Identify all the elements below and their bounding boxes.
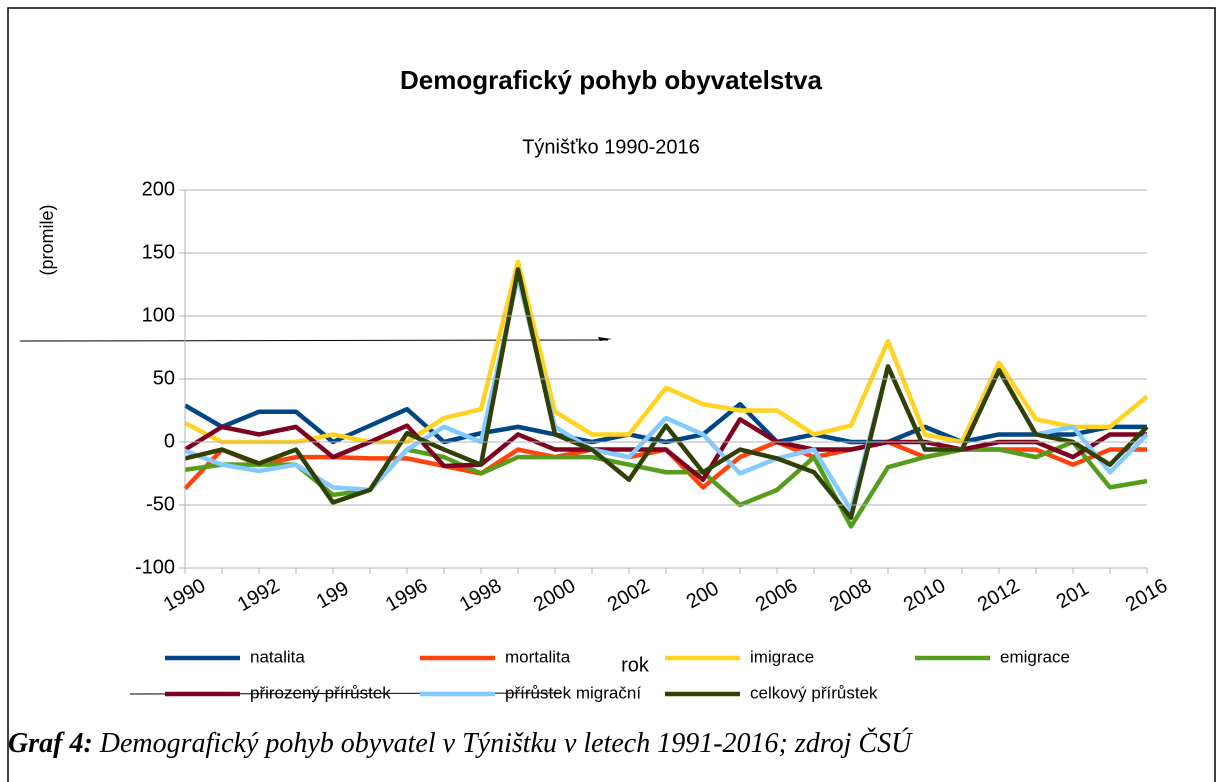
- x-tick-label: 2012: [974, 575, 1024, 616]
- series-line: [184, 274, 1149, 513]
- x-tick-label: 1998: [456, 575, 506, 616]
- x-tick-label: 2010: [900, 575, 950, 616]
- chart-subtitle: Týnišťko 1990-2016: [522, 136, 700, 158]
- x-tick-label: 2008: [826, 575, 876, 616]
- y-tick-label: 100: [142, 304, 175, 326]
- caption-text: Demografický pohyb obyvatel v Týništku v…: [99, 728, 912, 759]
- x-axis-label: rok: [621, 654, 650, 676]
- y-axis-label: (promile): [37, 204, 57, 275]
- y-tick-label: 50: [153, 367, 175, 389]
- x-tick-label: 1996: [382, 575, 432, 616]
- x-tick-label: 2000: [530, 575, 580, 616]
- series-line: [184, 267, 1149, 520]
- caption-label: Graf 4:: [8, 728, 93, 759]
- series-line: [184, 439, 1148, 529]
- frame: [7, 7, 1216, 782]
- legend-label: emigrace: [1000, 647, 1070, 666]
- caption: Graf 4: Demografický pohyb obyvatel v Týn…: [8, 728, 911, 760]
- x-tick-label: 1990: [160, 575, 210, 616]
- y-tick-label: 0: [164, 430, 175, 452]
- chart-title: Demografický pohyb obyvatelstva: [400, 65, 822, 95]
- x-tick-label: 201: [1053, 578, 1093, 614]
- x-tick-label: 2002: [604, 575, 654, 616]
- x-tick-label: 2016: [1122, 575, 1172, 616]
- legend-label: přirozený přírůstek: [250, 683, 391, 702]
- x-tick-label: 1992: [234, 575, 284, 616]
- y-tick-label: -100: [135, 556, 175, 578]
- x-tick-label: 199: [313, 578, 353, 614]
- y-tick-label: 150: [142, 241, 175, 263]
- legend-label: celkový přírůstek: [750, 683, 878, 702]
- legend-label: mortalita: [505, 647, 571, 666]
- x-tick-label: 2006: [752, 575, 802, 616]
- x-tick-label: 200: [683, 578, 723, 614]
- legend-label: natalita: [250, 647, 305, 666]
- legend-label: imigrace: [750, 647, 814, 666]
- plot: [183, 259, 1149, 529]
- series-line: [183, 259, 1149, 445]
- stray-arrow: [598, 337, 612, 341]
- series-line: [183, 417, 1147, 483]
- y-tick-label: -50: [146, 493, 175, 515]
- y-tick-label: 200: [142, 178, 175, 200]
- legend-label: přírůstek migrační: [505, 683, 641, 702]
- stray-line: [19, 339, 609, 342]
